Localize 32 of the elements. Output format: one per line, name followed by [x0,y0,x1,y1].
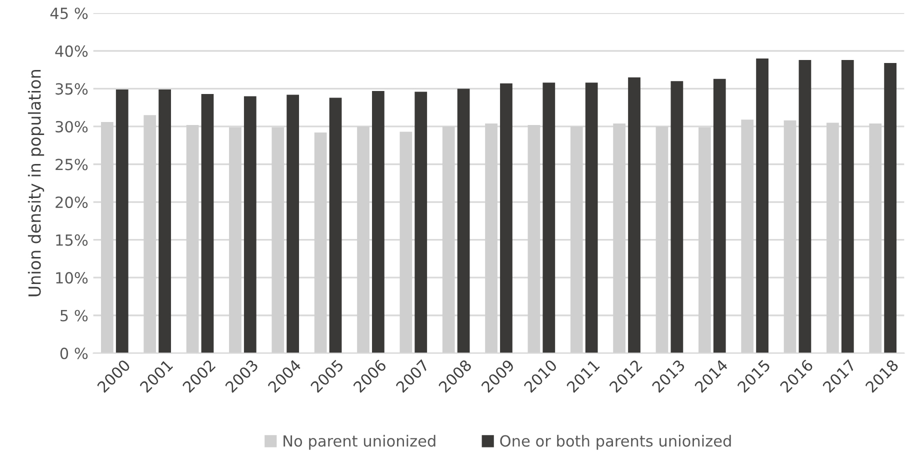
bar [116,89,128,354]
bar [756,58,768,354]
bar [414,92,428,354]
y-tick-label: 20% [56,196,88,208]
bar [457,88,470,354]
y-tick-label: 10% [56,272,88,284]
bar [286,94,300,354]
bar [372,90,384,354]
legend-label: No parent unionized [284,434,436,450]
bar [158,89,171,354]
bar [798,60,812,354]
y-axis-title: Union density in population [28,70,44,296]
y-tick-label: 35% [56,83,88,95]
bar [713,78,726,354]
y-tick-label: 0 % [60,348,88,360]
y-tick-label: 5 % [60,310,88,322]
y-tick-label: 25% [56,158,88,170]
y-tick-label: 40% [55,45,88,57]
y-tick-label: 45 % [50,8,88,20]
bar [585,82,598,354]
bar [884,63,897,354]
bar [244,96,256,354]
y-tick-label: 15% [56,234,88,246]
bar [670,81,684,354]
legend-label: One or both parents unionized [500,434,731,450]
bar [329,98,342,354]
y-tick-label: 30% [56,120,88,132]
bar [201,94,214,354]
bar [500,83,512,354]
bar [841,60,854,354]
bar [628,77,640,354]
bar [542,82,556,354]
